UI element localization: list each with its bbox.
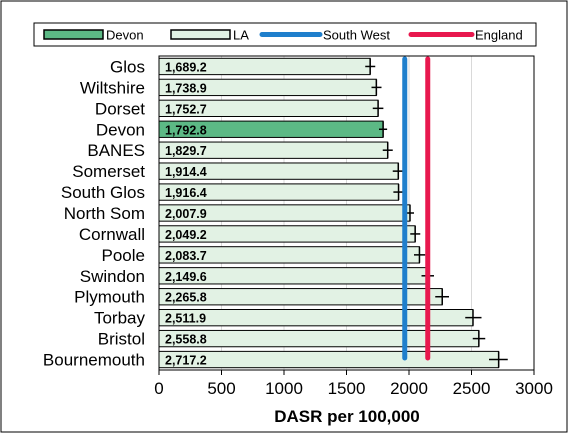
x-tick-label-1000: 1000 xyxy=(265,379,303,398)
category-label-devon: Devon xyxy=(96,120,145,139)
value-label-bournemouth: 2,717.2 xyxy=(165,354,207,368)
legend-label-south-west: South West xyxy=(323,28,390,43)
value-label-dorset: 1,752.7 xyxy=(165,102,207,116)
value-label-plymouth: 2,265.8 xyxy=(165,291,207,305)
value-label-glos: 1,689.2 xyxy=(165,60,207,74)
value-label-bristol: 2,558.8 xyxy=(165,333,207,347)
value-label-north-som: 2,007.9 xyxy=(165,207,207,221)
category-label-glos: Glos xyxy=(110,57,145,76)
bar-bournemouth xyxy=(158,350,500,369)
x-tick-label-2000: 2000 xyxy=(390,379,428,398)
x-tick-label-500: 500 xyxy=(207,379,235,398)
category-label-dorset: Dorset xyxy=(95,99,145,118)
category-labels: Glos Wiltshire Dorset Devon BANES Somerset Sou… xyxy=(43,57,146,369)
reference-lines xyxy=(402,56,431,361)
category-label-banes: BANES xyxy=(87,141,145,160)
value-label-swindon: 2,149.6 xyxy=(165,270,207,284)
legend-swatch-devon xyxy=(43,29,104,40)
value-label-wiltshire: 1,738.9 xyxy=(165,81,207,95)
category-label-south-glos: South Glos xyxy=(61,183,145,202)
category-label-bristol: Bristol xyxy=(98,330,145,349)
legend-swatch-la xyxy=(170,29,231,40)
tick-labels: 0 500 1000 1500 2000 2500 3000 xyxy=(154,379,553,398)
x-tick-label-3000: 3000 xyxy=(515,379,553,398)
value-label-poole: 2,083.7 xyxy=(165,249,207,263)
axes xyxy=(158,55,535,375)
category-label-somerset: Somerset xyxy=(72,162,145,181)
value-label-south-glos: 1,916.4 xyxy=(165,186,207,200)
legend-label-la: LA xyxy=(233,28,249,43)
value-label-cornwall: 2,049.2 xyxy=(165,228,207,242)
value-labels: 1,689.2 1,738.9 1,752.7 1,792.8 1,829.7 1,914… xyxy=(165,60,207,367)
legend: Devon LA South West England xyxy=(33,22,537,47)
x-tick-label-2500: 2500 xyxy=(453,379,491,398)
value-label-devon: 1,792.8 xyxy=(165,123,207,137)
category-label-plymouth: Plymouth xyxy=(74,288,145,307)
value-label-somerset: 1,914.4 xyxy=(165,165,207,179)
legend-label-devon: Devon xyxy=(106,28,144,43)
value-label-banes: 1,829.7 xyxy=(165,144,207,158)
x-axis-title: DASR per 100,000 xyxy=(274,407,420,426)
legend-label-england: England xyxy=(475,28,523,43)
x-tick-label-1500: 1500 xyxy=(328,379,366,398)
x-tick-label-0: 0 xyxy=(154,379,163,398)
category-label-bournemouth: Bournemouth xyxy=(43,351,145,370)
category-label-north-som: North Som xyxy=(64,204,145,223)
category-label-torbay: Torbay xyxy=(94,309,146,328)
category-label-cornwall: Cornwall xyxy=(79,225,145,244)
bars xyxy=(158,57,500,369)
category-label-swindon: Swindon xyxy=(80,267,145,286)
category-label-wiltshire: Wiltshire xyxy=(80,78,145,97)
value-label-torbay: 2,511.9 xyxy=(165,312,206,326)
category-label-poole: Poole xyxy=(102,246,145,265)
bar-bristol xyxy=(158,329,480,348)
